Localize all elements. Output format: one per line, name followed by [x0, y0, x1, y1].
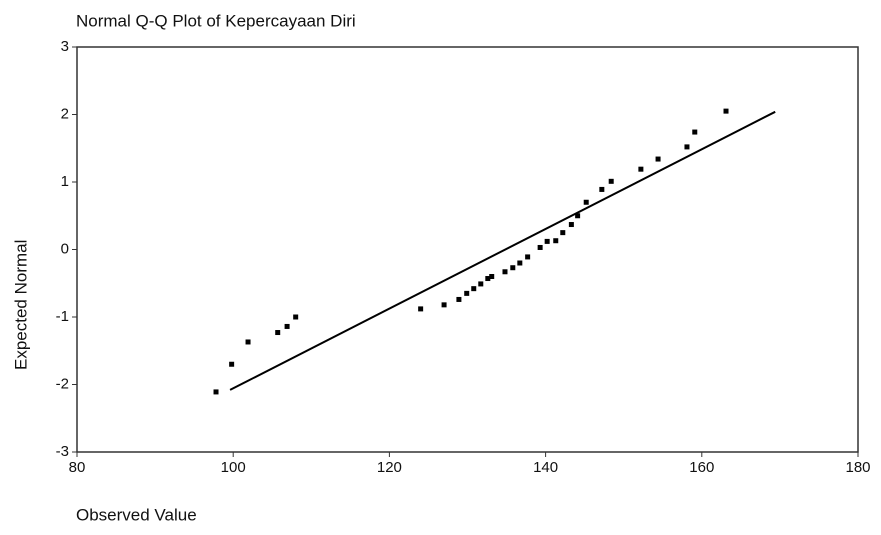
point: [510, 265, 516, 271]
point: [418, 306, 424, 312]
y-tick-label: -3: [56, 443, 69, 460]
point: [275, 330, 281, 336]
point: [441, 302, 447, 308]
point: [655, 156, 661, 162]
y-tick-label: 2: [61, 105, 69, 122]
point: [471, 286, 477, 292]
point: [229, 361, 235, 367]
point: [213, 389, 219, 395]
point: [553, 238, 559, 244]
point: [478, 281, 484, 287]
point: [485, 276, 491, 282]
point: [245, 339, 251, 345]
point: [568, 222, 574, 228]
point: [284, 323, 290, 329]
point: [456, 296, 462, 302]
point: [464, 290, 470, 296]
y-tick-label: 3: [61, 38, 69, 55]
y-axis-label: Expected Normal: [11, 240, 30, 370]
point: [723, 108, 729, 114]
x-axis-label: Observed Value: [76, 505, 197, 524]
y-tick-label: 0: [61, 240, 69, 257]
point: [489, 274, 495, 279]
x-tick-label: 120: [377, 459, 402, 476]
x-tick-label: 140: [533, 459, 558, 476]
x-tick-label: 180: [845, 459, 870, 476]
point: [560, 230, 566, 236]
point: [525, 254, 531, 260]
point: [692, 129, 698, 135]
point: [537, 244, 543, 250]
point: [502, 269, 508, 275]
point: [583, 199, 589, 205]
point: [638, 166, 644, 172]
x-tick-label: 160: [689, 459, 714, 476]
y-tick-label: 1: [61, 173, 69, 190]
point: [293, 314, 299, 320]
plot-frame: [76, 46, 859, 453]
point: [684, 144, 690, 150]
point: [608, 178, 614, 184]
x-tick-label: 80: [69, 459, 86, 476]
y-tick-label: -2: [56, 375, 69, 392]
point: [517, 260, 523, 266]
reference-line: [229, 110, 776, 391]
y-tick-label: -1: [56, 308, 69, 325]
point: [575, 213, 581, 219]
point: [599, 186, 605, 192]
point: [544, 238, 550, 244]
chart-title: Normal Q-Q Plot of Kepercayaan Diri: [76, 11, 356, 30]
x-tick-label: 100: [221, 459, 246, 476]
